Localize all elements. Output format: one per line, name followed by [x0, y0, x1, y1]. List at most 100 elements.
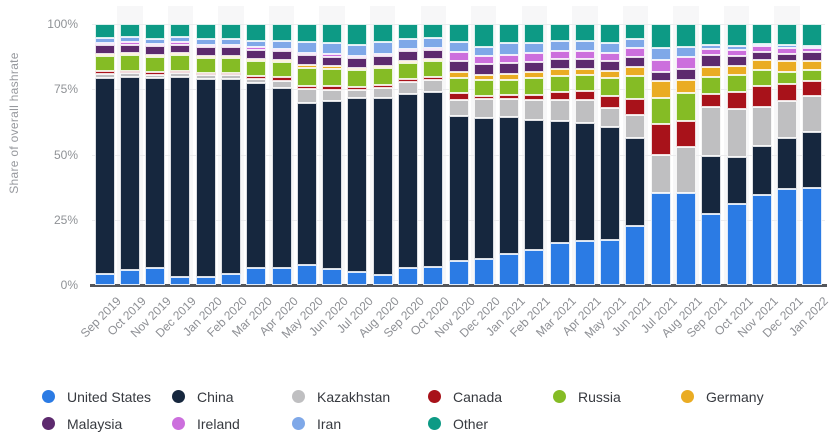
segment-iran-feb-2020[interactable] — [221, 39, 242, 45]
segment-ireland-aug-2020[interactable] — [372, 53, 393, 57]
segment-china-nov-2020[interactable] — [448, 116, 469, 261]
segment-malaysia-nov-2019[interactable] — [145, 46, 166, 55]
segment-china-oct-2020[interactable] — [423, 92, 444, 267]
segment-russia-jun-2020[interactable] — [322, 68, 343, 87]
segment-china-dec-2020[interactable] — [473, 117, 494, 260]
segment-germany-dec-2019[interactable] — [170, 53, 191, 56]
segment-other-sep-2019[interactable] — [94, 24, 115, 38]
segment-china-apr-2021[interactable] — [574, 123, 595, 241]
segment-united-states-nov-2019[interactable] — [145, 268, 166, 285]
segment-kazakhstan-aug-2021[interactable] — [675, 146, 696, 193]
segment-other-dec-2019[interactable] — [170, 24, 191, 38]
segment-iran-dec-2020[interactable] — [473, 46, 494, 56]
segment-canada-oct-2019[interactable] — [119, 70, 140, 74]
segment-ireland-oct-2019[interactable] — [119, 42, 140, 45]
segment-malaysia-sep-2019[interactable] — [94, 44, 115, 54]
segment-china-oct-2019[interactable] — [119, 76, 140, 270]
bar-aug-2020[interactable] — [372, 24, 393, 285]
segment-germany-oct-2019[interactable] — [119, 53, 140, 56]
segment-malaysia-may-2021[interactable] — [600, 60, 621, 72]
segment-kazakhstan-jan-2020[interactable] — [195, 75, 216, 80]
segment-canada-nov-2019[interactable] — [145, 72, 166, 75]
segment-russia-jan-2022[interactable] — [802, 69, 823, 81]
segment-united-states-mar-2021[interactable] — [549, 243, 570, 285]
segment-ireland-may-2021[interactable] — [600, 53, 621, 61]
segment-other-jan-2020[interactable] — [195, 24, 216, 40]
segment-kazakhstan-jul-2021[interactable] — [650, 155, 671, 193]
segment-ireland-oct-2021[interactable] — [726, 49, 747, 56]
segment-germany-jan-2021[interactable] — [499, 74, 520, 80]
segment-china-feb-2020[interactable] — [221, 79, 242, 274]
segment-other-dec-2020[interactable] — [473, 24, 494, 47]
segment-russia-may-2021[interactable] — [600, 78, 621, 97]
segment-kazakhstan-apr-2021[interactable] — [574, 99, 595, 124]
segment-canada-sep-2021[interactable] — [701, 93, 722, 108]
segment-united-states-sep-2020[interactable] — [397, 268, 418, 285]
segment-other-oct-2019[interactable] — [119, 24, 140, 38]
segment-kazakhstan-apr-2020[interactable] — [271, 81, 292, 88]
segment-kazakhstan-feb-2021[interactable] — [524, 100, 545, 120]
segment-canada-jan-2020[interactable] — [195, 72, 216, 76]
segment-iran-dec-2021[interactable] — [777, 45, 798, 48]
segment-united-states-oct-2021[interactable] — [726, 204, 747, 285]
segment-other-aug-2020[interactable] — [372, 24, 393, 43]
segment-malaysia-aug-2020[interactable] — [372, 56, 393, 67]
bar-oct-2019[interactable] — [119, 24, 140, 285]
segment-canada-may-2021[interactable] — [600, 96, 621, 109]
segment-ireland-sep-2019[interactable] — [94, 42, 115, 45]
segment-ireland-apr-2020[interactable] — [271, 48, 292, 52]
segment-ireland-oct-2020[interactable] — [423, 47, 444, 51]
segment-iran-dec-2019[interactable] — [170, 37, 191, 43]
segment-other-nov-2021[interactable] — [751, 24, 772, 44]
segment-kazakhstan-aug-2020[interactable] — [372, 88, 393, 99]
segment-other-jan-2022[interactable] — [802, 23, 823, 47]
segment-iran-jan-2021[interactable] — [499, 43, 520, 55]
segment-united-states-sep-2019[interactable] — [94, 274, 115, 285]
segment-china-nov-2019[interactable] — [145, 78, 166, 269]
segment-united-states-apr-2021[interactable] — [574, 240, 595, 285]
bar-dec-2020[interactable] — [473, 24, 494, 285]
segment-russia-jul-2020[interactable] — [347, 70, 368, 87]
segment-russia-jan-2021[interactable] — [499, 79, 520, 96]
segment-other-feb-2021[interactable] — [524, 24, 545, 43]
segment-kazakhstan-oct-2021[interactable] — [726, 108, 747, 158]
segment-malaysia-jul-2021[interactable] — [650, 71, 671, 82]
segment-malaysia-apr-2021[interactable] — [574, 58, 595, 69]
segment-canada-jul-2020[interactable] — [347, 86, 368, 90]
segment-canada-oct-2020[interactable] — [423, 77, 444, 81]
segment-iran-sep-2021[interactable] — [701, 45, 722, 49]
bar-aug-2021[interactable] — [675, 24, 696, 285]
segment-russia-oct-2020[interactable] — [423, 61, 444, 78]
segment-russia-nov-2021[interactable] — [751, 70, 772, 87]
segment-canada-jan-2022[interactable] — [802, 80, 823, 96]
segment-china-oct-2021[interactable] — [726, 157, 747, 205]
segment-ireland-jul-2021[interactable] — [650, 59, 671, 72]
segment-ireland-jan-2021[interactable] — [499, 54, 520, 64]
segment-ireland-dec-2019[interactable] — [170, 42, 191, 45]
segment-ireland-mar-2021[interactable] — [549, 51, 570, 60]
segment-malaysia-feb-2021[interactable] — [524, 61, 545, 73]
segment-china-sep-2021[interactable] — [701, 155, 722, 214]
segment-other-apr-2020[interactable] — [271, 24, 292, 42]
bar-jul-2021[interactable] — [650, 24, 671, 285]
segment-united-states-oct-2019[interactable] — [119, 269, 140, 285]
segment-canada-jan-2021[interactable] — [499, 95, 520, 100]
segment-china-sep-2020[interactable] — [397, 93, 418, 269]
segment-canada-mar-2021[interactable] — [549, 92, 570, 100]
segment-germany-oct-2020[interactable] — [423, 59, 444, 62]
segment-kazakhstan-oct-2020[interactable] — [423, 80, 444, 93]
segment-kazakhstan-mar-2020[interactable] — [246, 78, 267, 83]
segment-canada-jun-2020[interactable] — [322, 86, 343, 90]
segment-united-states-jun-2020[interactable] — [322, 269, 343, 285]
segment-other-mar-2020[interactable] — [246, 24, 267, 42]
segment-iran-sep-2019[interactable] — [94, 37, 115, 43]
segment-ireland-nov-2020[interactable] — [448, 51, 469, 61]
segment-germany-apr-2020[interactable] — [271, 60, 292, 63]
segment-united-states-apr-2020[interactable] — [271, 268, 292, 285]
bar-mar-2020[interactable] — [246, 24, 267, 285]
segment-germany-aug-2020[interactable] — [372, 66, 393, 69]
segment-ireland-sep-2021[interactable] — [701, 48, 722, 56]
segment-ireland-nov-2021[interactable] — [751, 46, 772, 52]
segment-canada-apr-2020[interactable] — [271, 76, 292, 82]
segment-canada-jun-2021[interactable] — [625, 98, 646, 115]
